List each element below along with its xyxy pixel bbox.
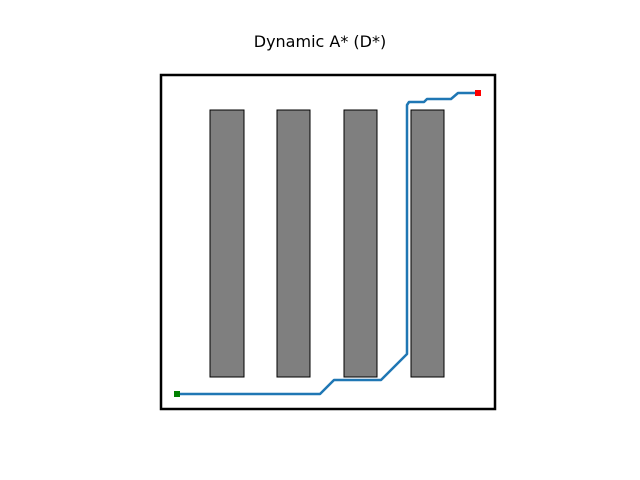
planned-path [177, 91, 478, 396]
start-marker [174, 391, 180, 397]
obstacle-wall-2 [276, 109, 311, 378]
plot-title: Dynamic A* (D*) [253, 32, 387, 51]
obstacle-wall-1 [209, 109, 245, 378]
obstacle-wall-3 [343, 109, 378, 378]
goal-marker [475, 90, 481, 96]
obstacle-wall-4 [410, 109, 445, 378]
